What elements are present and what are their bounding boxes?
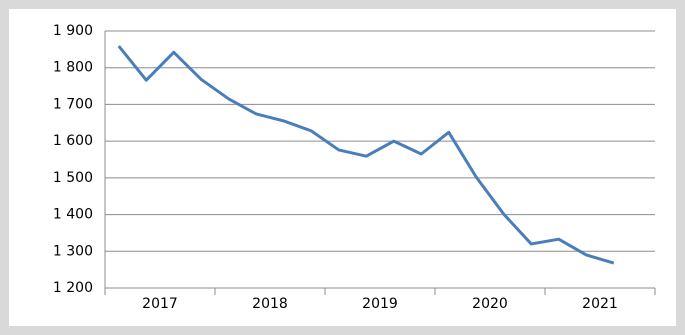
y-tick-label: 1 600: [53, 133, 93, 149]
y-tick-label: 1 900: [53, 23, 93, 39]
data-line: [117, 45, 615, 265]
y-tick-label: 1 200: [53, 280, 93, 296]
y-tick-label: 1 500: [53, 170, 93, 186]
y-tick-label: 1 400: [53, 207, 93, 223]
x-tick-label: 2021: [582, 296, 618, 312]
y-tick-label: 1 700: [53, 96, 93, 112]
chart-panel: [9, 9, 676, 326]
x-tick-label: 2020: [472, 296, 508, 312]
x-tick-label: 2018: [252, 296, 288, 312]
x-tick-label: 2019: [362, 296, 398, 312]
x-tick-label: 2017: [142, 296, 178, 312]
y-tick-label: 1 300: [53, 243, 93, 259]
y-tick-label: 1 800: [53, 60, 93, 76]
